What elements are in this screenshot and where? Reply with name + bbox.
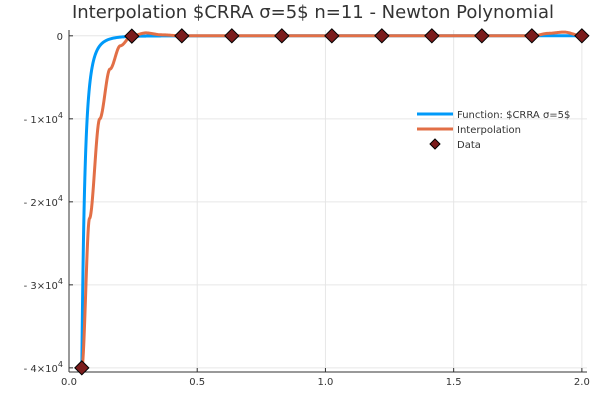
- x-tick-label-3: 1.5: [446, 377, 462, 388]
- data-point-10: [574, 28, 590, 44]
- series-line-1: [80, 30, 583, 369]
- y-tick-label-2: - 2×104: [24, 194, 63, 209]
- x-tick-label-1: 0.5: [189, 377, 205, 388]
- y-tick-label-4: - 4×104: [24, 360, 63, 375]
- axes: 0.0 0.5 1.0 1.5 2.0 0 - 1×104 - 2×104 - 3×104 - 4…: [24, 30, 590, 388]
- legend-label-2: Data: [457, 140, 481, 151]
- legend-label-1: Interpolation: [457, 125, 521, 136]
- x-tick-label-4: 2.0: [574, 377, 590, 388]
- data-point-6: [374, 28, 390, 44]
- data-point-4: [274, 28, 290, 44]
- x-tick-label-0: 0.0: [61, 377, 77, 388]
- data-point-5: [324, 28, 340, 44]
- data-point-7: [424, 28, 440, 44]
- series-layer: [74, 28, 590, 376]
- y-tick-label-0: 0: [57, 32, 63, 43]
- legend-swatch-2: [429, 138, 441, 150]
- data-point-0: [74, 360, 90, 376]
- legend: Function: $CRRA σ=5$ Interpolation Data: [417, 110, 570, 151]
- data-point-8: [474, 28, 490, 44]
- data-point-3: [224, 28, 240, 44]
- data-point-9: [524, 28, 540, 44]
- chart-title: Interpolation $CRRA σ=5$ n=11 - Newton P…: [72, 2, 554, 23]
- grid: [68, 30, 587, 372]
- data-point-1: [124, 28, 140, 44]
- y-tick-label-3: - 3×104: [24, 277, 63, 292]
- x-tick-label-2: 1.0: [317, 377, 333, 388]
- data-point-2: [174, 28, 190, 44]
- legend-label-0: Function: $CRRA σ=5$: [457, 110, 570, 121]
- y-tick-label-1: - 1×104: [24, 111, 63, 126]
